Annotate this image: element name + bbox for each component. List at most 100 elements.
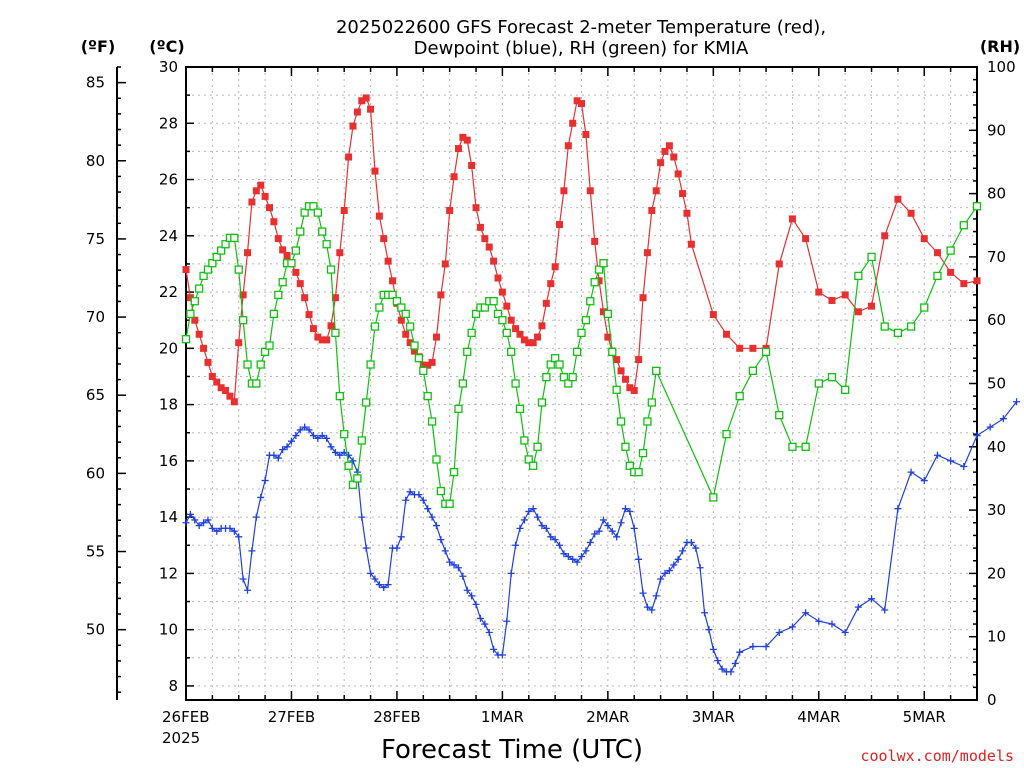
temperature-point: [709, 311, 717, 319]
dewpoint-point: [608, 527, 616, 535]
rh-point: [322, 240, 331, 249]
credit-link[interactable]: coolwx.com/models: [860, 747, 1014, 765]
temperature-point: [582, 131, 590, 139]
fahrenheit-unit-label: (ºF): [81, 37, 116, 56]
dewpoint-point: [986, 423, 994, 431]
temperature-point: [362, 94, 370, 102]
dewpoint-point: [450, 561, 458, 569]
temperature-point: [648, 206, 656, 214]
dewpoint-point: [257, 493, 265, 501]
fahrenheit-tick-label: 80: [86, 152, 105, 170]
rh-point: [353, 474, 362, 483]
dewpoint-point: [397, 533, 405, 541]
rh-point: [340, 429, 349, 439]
x-tick-label: 1MAR: [481, 708, 524, 726]
dewpoint-point: [573, 558, 581, 566]
dewpoint-point: [213, 527, 221, 535]
temperature-point: [881, 232, 889, 240]
temperature-point: [503, 302, 511, 310]
dewpoint-point: [670, 561, 678, 569]
dewpoint-point: [538, 522, 546, 530]
dewpoint-point: [556, 541, 564, 549]
temperature-point: [375, 212, 383, 220]
rh-point: [801, 442, 810, 451]
rh-point: [331, 328, 340, 338]
rh-point: [546, 360, 555, 369]
dewpoint-point: [749, 643, 757, 651]
rh-point: [463, 347, 472, 357]
dewpoint-point: [252, 513, 260, 521]
temperature-point: [323, 336, 331, 344]
dewpoint-point: [419, 496, 427, 504]
dewpoint-point: [868, 595, 876, 603]
temperature-point: [639, 294, 647, 302]
rh-point: [471, 309, 481, 319]
temperature-point: [208, 372, 216, 380]
dewpoint-point: [191, 516, 199, 524]
dewpoint-point: [239, 575, 247, 583]
dewpoint-point: [437, 536, 445, 544]
dewpoint-point: [305, 426, 313, 434]
dewpoint-point: [1013, 398, 1021, 406]
rh-point: [933, 271, 942, 281]
rh-point: [590, 278, 599, 287]
rh-point: [318, 227, 327, 236]
dewpoint-point: [283, 443, 291, 451]
rh-point: [638, 448, 648, 458]
dewpoint-point: [182, 519, 190, 527]
rh-point: [313, 208, 322, 217]
temperature-point: [182, 266, 190, 274]
temperature-point: [367, 105, 375, 113]
rh-point: [221, 240, 230, 249]
temperature-point: [397, 316, 405, 324]
rh-point: [296, 227, 305, 236]
temperature-point: [213, 378, 221, 386]
dewpoint-point: [309, 432, 317, 440]
temperature-point: [520, 336, 528, 344]
rh-point: [537, 398, 547, 407]
temperature-point: [217, 384, 225, 392]
dewpoint-point: [186, 510, 194, 518]
temperature-point: [230, 398, 238, 406]
dewpoint-point: [424, 505, 432, 513]
rh-unit-label: (RH): [980, 37, 1020, 56]
temperature-point: [485, 243, 493, 251]
fahrenheit-tick-label: 65: [86, 386, 105, 404]
x-tick-label: 28FEB: [373, 708, 420, 726]
dewpoint-point: [375, 581, 383, 589]
temperature-point: [476, 223, 484, 231]
temperature-point: [630, 387, 638, 395]
dewpoint-point: [674, 555, 682, 563]
dewpoint-point: [476, 614, 484, 622]
dewpoint-point: [393, 544, 401, 552]
rh-point: [419, 366, 428, 375]
temperature-point: [920, 235, 928, 243]
rh-point: [195, 284, 204, 293]
rh-point: [234, 265, 243, 274]
dewpoint-point: [362, 544, 370, 552]
rh-point: [208, 259, 217, 268]
rh-point: [362, 398, 371, 407]
temperature-point: [191, 316, 199, 324]
celsius-tick-label: 22: [159, 283, 178, 301]
temperature-point: [973, 277, 981, 285]
temperature-point: [736, 344, 744, 352]
dewpoint-point: [635, 555, 643, 563]
dewpoint-point: [578, 553, 585, 561]
rh-point: [265, 341, 274, 350]
temperature-point: [815, 288, 823, 296]
temperature-point: [239, 291, 247, 299]
dewpoint-point: [696, 564, 704, 572]
dewpoint-point: [367, 569, 375, 577]
dewpoint-point: [459, 572, 467, 580]
temperature-point: [894, 195, 902, 203]
temperature-point: [534, 333, 542, 341]
dewpoint-point: [657, 575, 665, 583]
dewpoint-point: [248, 547, 256, 555]
rh-point: [291, 246, 301, 255]
dewpoint-point: [327, 443, 335, 451]
dewpoint-point: [318, 432, 326, 440]
temperature-point: [617, 367, 625, 375]
temperature-point: [371, 167, 379, 175]
temperature-point: [463, 136, 471, 144]
